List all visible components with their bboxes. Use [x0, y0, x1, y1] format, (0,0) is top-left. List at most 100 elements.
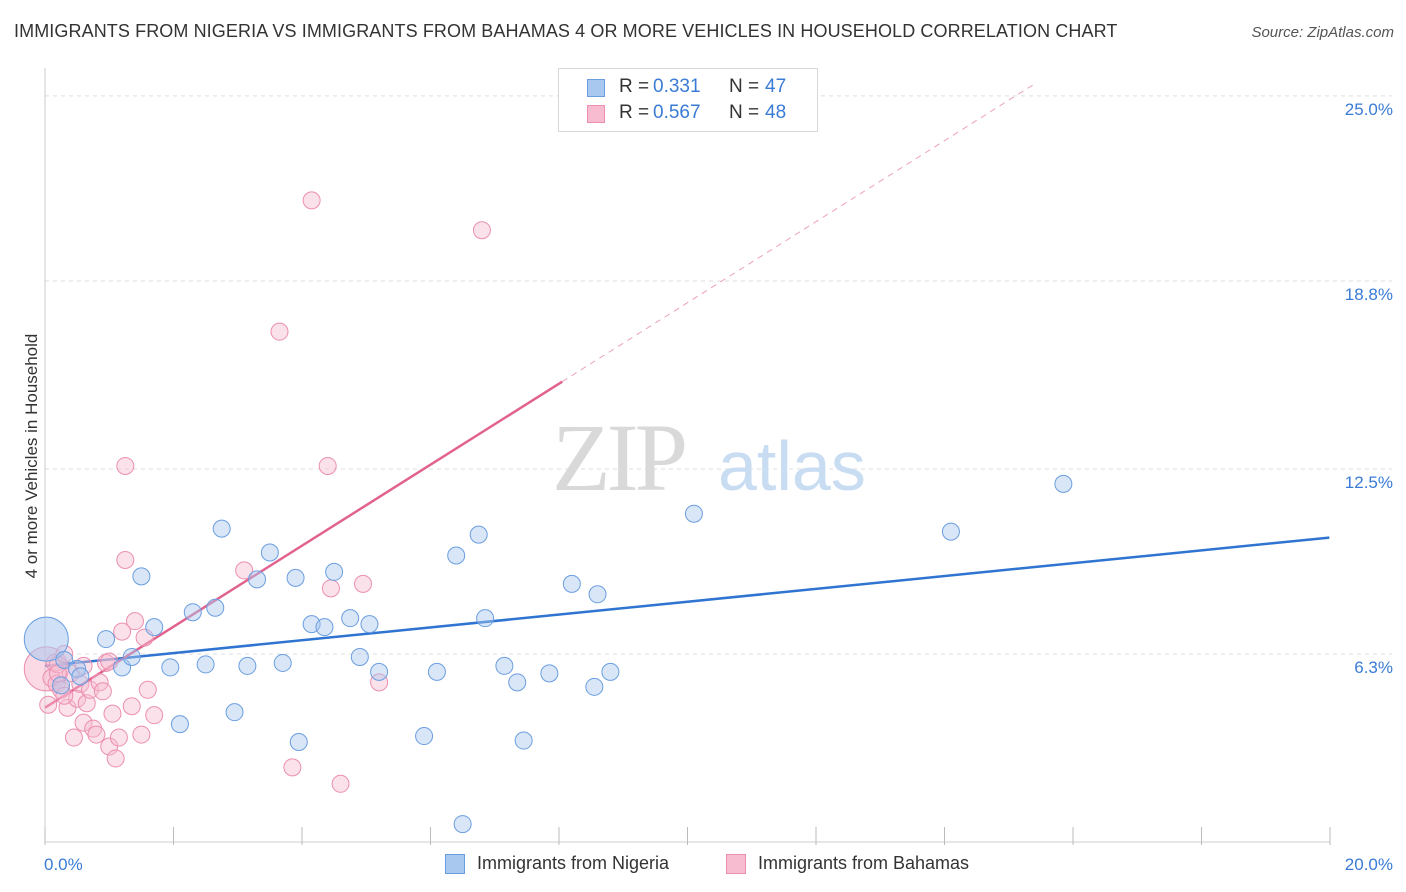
point-nigeria [562, 574, 581, 593]
trend-line-bahamas [44, 380, 563, 709]
grid-lines [45, 95, 1392, 655]
point-bahamas [116, 456, 135, 475]
legend-n-label: N = [729, 76, 760, 97]
point-nigeria [206, 598, 225, 617]
point-bahamas [87, 725, 106, 744]
axes [44, 68, 1331, 845]
tick-labels: 6.3% 12.5% 18.8% 25.0% 0.0% 20.0% [44, 100, 1393, 874]
point-bahamas [109, 728, 128, 747]
point-bahamas [77, 694, 96, 713]
point-bahamas [93, 682, 112, 701]
point-nigeria [350, 647, 369, 666]
trend-line-nigeria [44, 536, 1330, 668]
legend-swatch-nigeria [587, 79, 605, 97]
point-bahamas [132, 725, 151, 744]
point-nigeria [97, 630, 116, 649]
point-nigeria [585, 677, 604, 696]
y-tick-label: 12.5% [1345, 473, 1393, 492]
chart-title: IMMIGRANTS FROM NIGERIA VS IMMIGRANTS FR… [14, 21, 1118, 41]
point-nigeria [453, 815, 472, 834]
point-nigeria [514, 731, 533, 750]
point-nigeria [145, 618, 164, 637]
point-nigeria [447, 546, 466, 565]
point-bahamas [354, 574, 373, 593]
point-bahamas [55, 686, 74, 705]
point-bahamas [145, 706, 164, 725]
point-nigeria [196, 655, 215, 674]
source-credit: Source: ZipAtlas.com [1251, 24, 1394, 41]
point-bahamas [321, 579, 340, 598]
point-nigeria [476, 609, 495, 628]
trend-lines [44, 83, 1330, 709]
point-bahamas [103, 704, 122, 723]
point-nigeria [52, 676, 71, 695]
point-nigeria [495, 656, 514, 675]
watermark-zip: ZIP [552, 404, 685, 511]
point-nigeria [23, 616, 69, 662]
point-nigeria [289, 733, 308, 752]
x-tick-label-max: 20.0% [1345, 855, 1393, 874]
legend-r-label: R = [619, 76, 650, 97]
point-bahamas [283, 758, 302, 777]
y-tick-label: 25.0% [1345, 100, 1393, 119]
point-nigeria [370, 662, 389, 681]
point-nigeria [273, 653, 292, 672]
point-bahamas [58, 698, 77, 717]
bottom-legend-swatch-bahamas [726, 854, 746, 874]
legend-r-value: 0.331 [653, 76, 701, 97]
point-nigeria [508, 673, 527, 692]
point-bahamas [138, 680, 157, 699]
legend-n-value: 48 [765, 102, 787, 123]
point-bahamas [113, 622, 132, 641]
point-nigeria [588, 585, 607, 604]
point-nigeria [286, 568, 305, 587]
point-nigeria [260, 543, 279, 562]
point-nigeria [325, 562, 344, 581]
legend-r-label: R = [619, 102, 650, 123]
point-nigeria [225, 703, 244, 722]
point-nigeria [71, 667, 90, 686]
point-bahamas [370, 673, 389, 692]
point-bahamas [318, 456, 337, 475]
point-bahamas [270, 322, 289, 341]
legend-r-value: 0.567 [653, 102, 701, 123]
point-bahamas [125, 612, 144, 631]
watermark: ZIP atlas [552, 404, 866, 511]
point-nigeria [132, 567, 151, 586]
point-nigeria [540, 664, 559, 683]
point-nigeria [315, 618, 334, 637]
legend-n-label: N = [729, 102, 760, 123]
point-bahamas [106, 749, 125, 768]
point-nigeria [941, 522, 960, 541]
point-nigeria [238, 656, 257, 675]
legend-n-value: 47 [765, 76, 787, 97]
legend-swatch-bahamas [587, 105, 605, 123]
point-nigeria [55, 650, 74, 669]
point-bahamas [39, 695, 58, 714]
point-nigeria [601, 662, 620, 681]
point-nigeria [183, 603, 202, 622]
point-bahamas [74, 713, 93, 732]
point-nigeria [170, 715, 189, 734]
point-bahamas [235, 561, 254, 580]
point-nigeria [1054, 474, 1073, 493]
y-tick-label: 6.3% [1354, 658, 1393, 677]
point-nigeria [161, 658, 180, 677]
x-tick-label-min: 0.0% [44, 855, 83, 874]
point-nigeria [212, 519, 231, 538]
point-bahamas [100, 737, 119, 756]
point-nigeria [415, 727, 434, 746]
legend: R = 0.331 N = 47 R = 0.567 N = 48 [558, 68, 818, 132]
point-bahamas [331, 774, 350, 793]
bottom-legend-swatch-nigeria [445, 854, 465, 874]
trend-line-bahamas-extension [561, 83, 1035, 383]
point-nigeria [684, 504, 703, 523]
y-axis-label: 4 or more Vehicles in Household [22, 333, 41, 579]
bottom-legend-label-nigeria: Immigrants from Nigeria [477, 853, 670, 873]
point-bahamas [71, 674, 90, 693]
point-bahamas [64, 728, 83, 747]
point-bahamas [84, 719, 103, 738]
data-points [23, 191, 1073, 834]
point-nigeria [427, 662, 446, 681]
